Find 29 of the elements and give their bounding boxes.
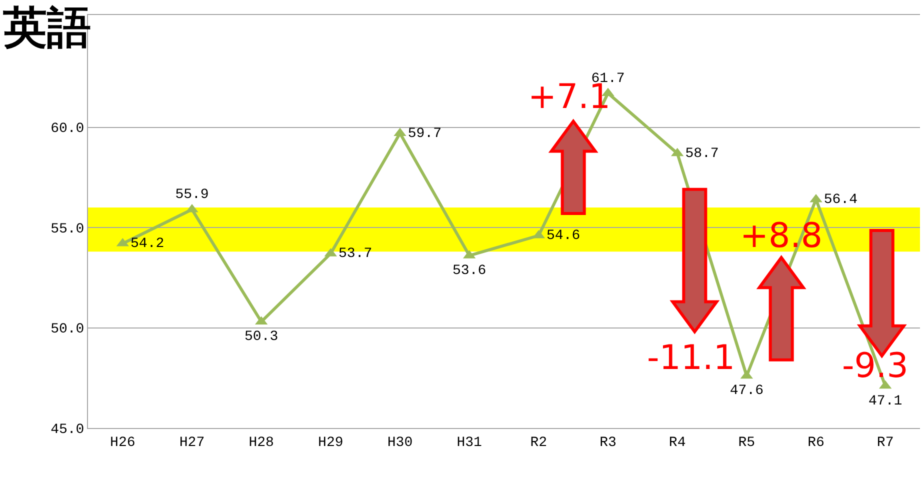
data-label: 53.6 (452, 262, 486, 279)
data-label: 55.9 (175, 187, 209, 204)
x-tick-label: H26 (110, 434, 136, 451)
annotation: +8.8 (740, 216, 823, 256)
data-label: 54.6 (546, 228, 580, 244)
x-tick-label: H28 (248, 434, 274, 451)
data-label: 58.7 (685, 146, 719, 162)
x-tick-label: H27 (179, 434, 205, 451)
x-tick-label: H31 (456, 434, 482, 451)
data-label: 54.2 (130, 236, 164, 252)
x-tick-label: H30 (387, 434, 413, 451)
x-tick-label: H29 (318, 434, 344, 451)
y-tick-label: 55.0 (50, 221, 84, 238)
x-tick-label: R2 (530, 434, 548, 451)
y-tick-label: 60.0 (50, 121, 84, 138)
chart-title: 英語 (2, 2, 91, 54)
y-tick-label: 50.0 (50, 322, 84, 338)
x-tick-label: R4 (668, 434, 686, 451)
annotation: -11.1 (647, 338, 735, 378)
data-label: 59.7 (408, 126, 442, 142)
data-label: 47.6 (730, 383, 764, 400)
data-label: 50.3 (244, 329, 278, 346)
x-tick-label: R3 (600, 434, 616, 451)
x-tick-label: R5 (738, 434, 756, 451)
data-label: 47.1 (868, 393, 902, 410)
data-label: 56.4 (824, 192, 858, 208)
x-tick-label: R7 (876, 434, 894, 451)
y-tick-label: 45.0 (50, 422, 84, 438)
x-tick-label: R6 (808, 434, 824, 451)
